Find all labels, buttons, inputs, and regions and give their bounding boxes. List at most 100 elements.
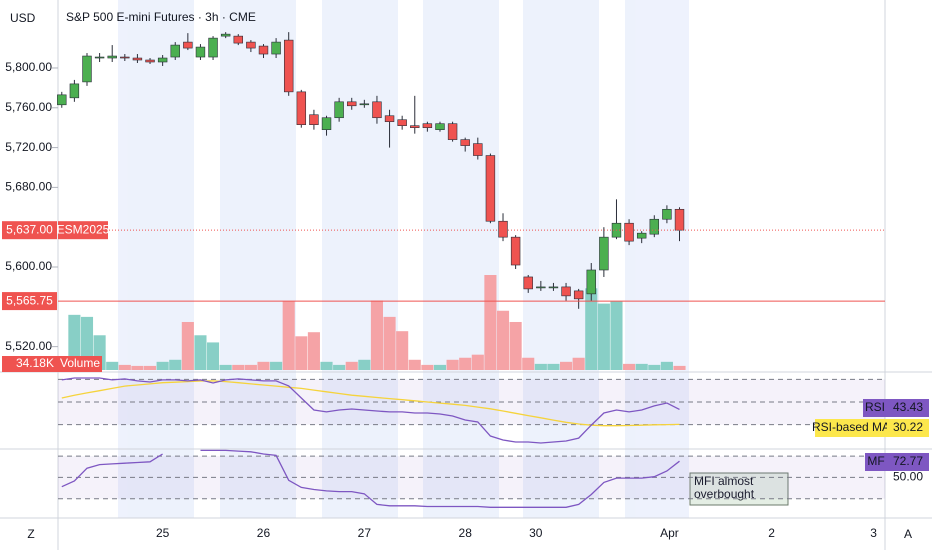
volume-bar (131, 365, 144, 370)
indicator-tag-box (863, 399, 887, 417)
candle-body (573, 290, 584, 300)
candle-body (485, 155, 496, 222)
volume-bar (623, 363, 636, 370)
candle-body (69, 83, 80, 99)
candle-body (498, 220, 508, 238)
session-band (118, 0, 194, 518)
candle-body (94, 56, 105, 59)
x-tick-label: 3 (870, 526, 877, 540)
candle-body (120, 56, 130, 59)
candle-body (107, 55, 117, 59)
indicator-value-box (887, 399, 929, 417)
rsi-line (61, 377, 680, 444)
candle-body (82, 55, 92, 83)
candle-body (372, 101, 382, 119)
candle-body (410, 125, 420, 128)
volume-bar (358, 359, 371, 370)
indicator-value: 30.22 (893, 420, 923, 434)
candle-body (460, 139, 470, 146)
volume-value: 34.18K (16, 356, 54, 370)
button-label[interactable]: Z (27, 527, 34, 541)
x-tick-label: 25 (156, 526, 170, 540)
volume-bar (509, 321, 522, 370)
candle-body (271, 41, 281, 55)
annotation: MFI almost overbought (694, 475, 755, 501)
indicator-tag: RSI 43.43 (863, 399, 929, 417)
y-tick-label: 50.00 (893, 470, 923, 484)
volume-bar (585, 288, 598, 370)
indicator-value-box (887, 453, 929, 471)
y-tick-label: 5,680.00 (5, 180, 52, 194)
indicator-value-box (887, 419, 929, 437)
candle-body (536, 286, 546, 289)
candle-body (561, 286, 571, 297)
y-tick-label: 5,520.00 (5, 339, 52, 353)
indicator-name: RSI (865, 400, 885, 414)
session-bands (118, 0, 689, 518)
volume-bar (219, 364, 232, 370)
candle-body (422, 123, 433, 128)
price-tag-label: 5,565.75 (6, 293, 53, 307)
volume-bar (169, 359, 182, 370)
volume-bar (282, 301, 295, 370)
x-tick-label: 26 (257, 526, 271, 540)
volume-tag-box (2, 356, 102, 372)
candle-body (624, 222, 634, 242)
volume-bar (610, 301, 623, 370)
candle-body (258, 45, 269, 55)
candle-body (510, 236, 521, 266)
volume-bar (295, 336, 308, 370)
candle-body (145, 59, 155, 63)
y-tick-label: 5,600.00 (5, 259, 52, 273)
volume-bar (572, 357, 585, 370)
volume-bar (370, 300, 384, 370)
volume-bar (522, 357, 535, 370)
session-band (423, 0, 499, 518)
symbol-tag-box (58, 221, 108, 240)
volume-bar (333, 364, 346, 370)
volume-bar (459, 357, 472, 370)
volume-bar (156, 361, 169, 370)
volume-name: Volume (60, 356, 100, 370)
volume-bar (207, 342, 220, 370)
candle-body (296, 91, 307, 125)
session-band (220, 0, 296, 518)
indicator-tag-box (865, 453, 887, 471)
y-tick-label: 5,800.00 (5, 60, 52, 74)
candle-body (57, 94, 67, 106)
y-tick-label: 5,760.00 (5, 100, 52, 114)
candle-body (384, 115, 395, 123)
volume-bar (257, 361, 270, 370)
candle-body (636, 232, 647, 239)
candle-body (447, 123, 458, 140)
candle-body (246, 41, 256, 49)
volume-bar (660, 361, 673, 370)
volume-bar (484, 275, 497, 370)
volume-bar (270, 361, 283, 370)
candle-body (359, 103, 370, 106)
price-tag-label: 5,637.00 (6, 222, 53, 236)
candle-body (208, 37, 218, 58)
button-label[interactable]: A (904, 527, 912, 541)
volume-bar (446, 359, 459, 370)
volume-bar (433, 364, 447, 370)
candle-body (183, 41, 193, 49)
candle-body (283, 39, 294, 93)
x-tick-label: Apr (660, 526, 679, 540)
candle-body (309, 114, 319, 125)
candle-body (321, 117, 332, 130)
volume-bar (244, 364, 257, 370)
candle-body (674, 208, 685, 231)
indicator-value: 43.43 (893, 400, 923, 414)
volume-bar (383, 316, 396, 370)
volume-bar (421, 364, 434, 370)
button[interactable] (20, 524, 42, 546)
price-tag: 5,637.00 ESM2025 (2, 221, 110, 240)
button[interactable] (897, 524, 919, 546)
volume-bar (635, 363, 648, 370)
indicator-tag: MF 72.77 (865, 453, 929, 471)
volume-bar (673, 365, 686, 370)
volume-bar (559, 361, 573, 370)
indicator-value: 72.77 (893, 454, 923, 468)
